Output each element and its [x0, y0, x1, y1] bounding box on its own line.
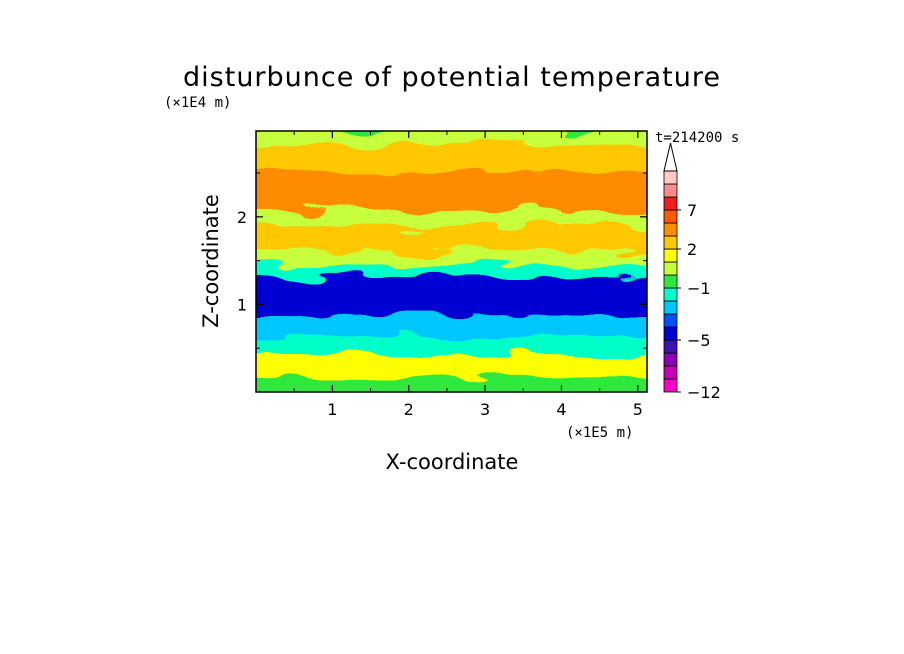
- colorbar-swatch: [663, 339, 678, 354]
- x-axis-ticks: 1 2 3 4 5: [293, 131, 643, 419]
- field-layer: [256, 265, 647, 282]
- field-layer: [256, 210, 647, 232]
- field-layer: [256, 315, 647, 342]
- colorbar-swatch: [663, 313, 678, 328]
- field-layer: [256, 144, 647, 176]
- x-tick-label: 1: [327, 400, 337, 419]
- x-axis-label: X-coordinate: [386, 450, 519, 474]
- plot-frame: [255, 130, 648, 393]
- field-layer: [256, 249, 647, 270]
- colorbar-swatch: [663, 378, 678, 393]
- x-tick-label: 3: [480, 400, 490, 419]
- x-tick-label: 2: [404, 400, 414, 419]
- field-layer: [256, 376, 647, 392]
- time-annotation: t=214200 s: [655, 130, 739, 146]
- colorbar-swatch: [663, 222, 678, 237]
- colorbar-swatch: [663, 196, 678, 211]
- y-tick-label: 2: [237, 208, 247, 227]
- chart-title: disturbunce of potential temperature: [183, 62, 721, 93]
- colorbar-swatch: [663, 300, 678, 315]
- y-tick-label: 1: [237, 295, 247, 314]
- contour-field: [256, 131, 647, 392]
- colorbar-swatch: [663, 209, 678, 224]
- colorbar-swatch: [663, 183, 678, 198]
- colorbar-tick-label: 2: [687, 240, 697, 259]
- field-layer: [256, 337, 647, 359]
- colorbar-swatch: [663, 235, 678, 250]
- colorbar-swatch: [663, 248, 678, 263]
- field-layer: [256, 184, 647, 215]
- field-layer: [256, 171, 647, 189]
- colorbar: 7 2 −1 −5 −12: [663, 142, 721, 402]
- colorbar-extend-arrow: [663, 142, 678, 172]
- x-tick-label: 4: [556, 400, 566, 419]
- colorbar-tick-label: −1: [687, 279, 711, 298]
- x-unit-label: (×1E5 m): [566, 425, 633, 441]
- x-tick-label: 5: [633, 400, 643, 419]
- colorbar-swatch: [663, 326, 678, 341]
- colorbar-swatch: [663, 352, 678, 367]
- field-layer: [256, 277, 647, 320]
- colorbar-swatch: [663, 170, 678, 185]
- colorbar-swatch: [663, 274, 678, 289]
- field-layer: [256, 354, 647, 381]
- colorbar-swatch: [663, 287, 678, 302]
- y-unit-label: (×1E4 m): [164, 95, 231, 111]
- y-axis-ticks: 12: [237, 172, 647, 349]
- y-axis-label: Z-coordinate: [199, 194, 223, 328]
- colorbar-swatch: [663, 261, 678, 276]
- colorbar-tick-label: −12: [687, 383, 721, 402]
- field-layer: [256, 131, 647, 149]
- field-layers: [256, 131, 647, 392]
- colorbar-tick-label: 7: [687, 201, 697, 220]
- field-layer: [256, 227, 647, 254]
- colorbar-tick-label: −5: [687, 331, 711, 350]
- colorbar-swatch: [663, 365, 678, 380]
